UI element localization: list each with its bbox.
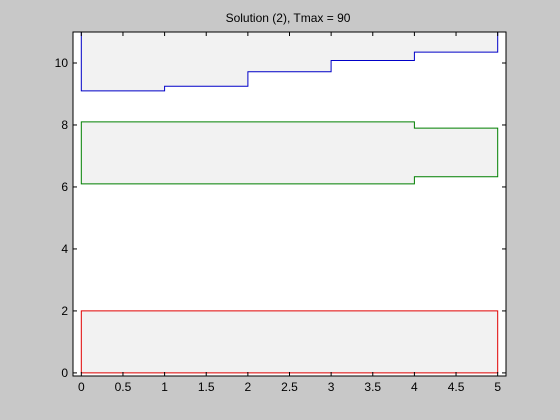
x-tick-label: 5	[494, 380, 501, 394]
y-tick-label: 0	[61, 366, 68, 380]
x-tick-label: 0.5	[115, 380, 132, 394]
y-tick-label: 4	[61, 242, 68, 256]
x-tick-label: 2.5	[281, 380, 298, 394]
y-axis: 0 2 4 6 8 10	[55, 56, 506, 380]
x-tick-label: 4	[411, 380, 418, 394]
y-tick-label: 8	[61, 118, 68, 132]
x-tick-label: 0	[78, 380, 85, 394]
y-tick-label: 6	[61, 180, 68, 194]
x-axis: 0 0.5 1 1.5 2 2.5 3 3.5 4 4.5 5	[78, 32, 501, 394]
x-tick-label: 4.5	[448, 380, 465, 394]
x-tick-label: 2	[245, 380, 252, 394]
y-tick-label: 10	[55, 56, 69, 70]
chart-title: Solution (2), Tmax = 90	[226, 11, 351, 25]
series-2-band	[80, 310, 499, 374]
x-tick-label: 3	[328, 380, 335, 394]
x-tick-label: 1.5	[198, 380, 215, 394]
series-1-band	[80, 121, 499, 185]
x-tick-label: 3.5	[364, 380, 381, 394]
y-tick-label: 2	[61, 304, 68, 318]
x-tick-label: 1	[161, 380, 168, 394]
